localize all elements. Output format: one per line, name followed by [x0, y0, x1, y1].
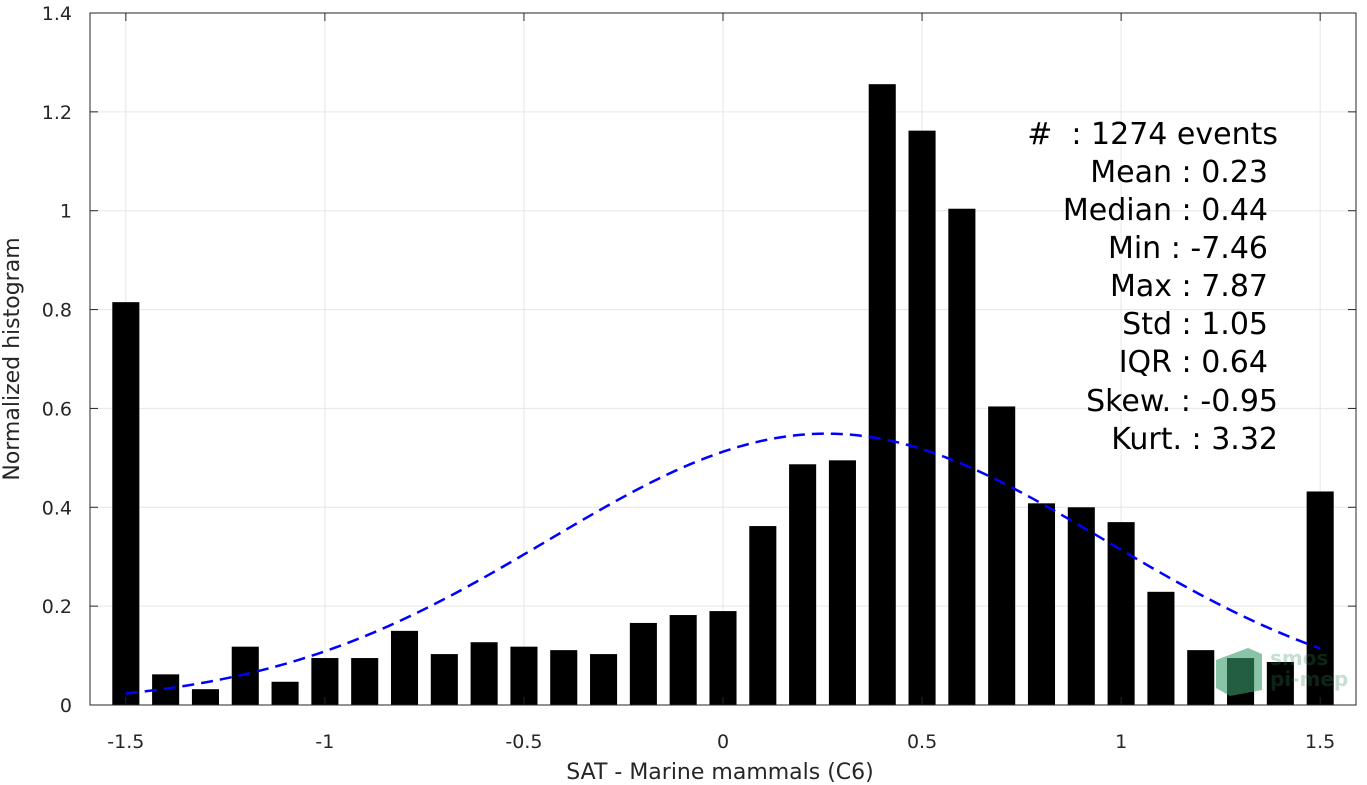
x-axis-ticks: -1.5 -1 -0.5 0 0.5 1 1.5	[107, 13, 1335, 753]
histogram-bar	[1027, 503, 1056, 705]
histogram-bar	[590, 654, 618, 705]
y-tick-label: 0.6	[42, 398, 72, 420]
stat-kurtosis: Kurt. : 3.32	[1111, 422, 1278, 457]
stat-std: Std : 1.05	[1122, 307, 1268, 342]
histogram-bar	[709, 611, 737, 705]
histogram-bar	[1266, 661, 1294, 705]
x-tick-label: -1.5	[107, 731, 144, 753]
histogram-bar	[988, 406, 1016, 705]
stat-mean: Mean : 0.23	[1090, 155, 1268, 190]
stat-iqr: IQR : 0.64	[1119, 345, 1268, 380]
x-tick-label: 0	[717, 731, 729, 753]
stat-median: Median : 0.44	[1063, 193, 1268, 228]
y-tick-label: 1	[60, 201, 72, 223]
logo-text-pimep: pi-mep	[1270, 667, 1348, 691]
y-tick-label: 0.8	[42, 300, 72, 322]
y-tick-label: 0.2	[42, 596, 72, 618]
histogram-bar	[828, 460, 856, 705]
logo-text-smos: smos	[1270, 646, 1328, 670]
histogram-bar	[271, 681, 299, 705]
histogram-bar	[629, 622, 657, 705]
histogram-bar	[908, 130, 936, 705]
y-tick-label: 1.2	[42, 102, 72, 124]
histogram-bar	[1187, 650, 1215, 705]
x-tick-label: 0.5	[907, 731, 937, 753]
histogram-bars	[112, 84, 1334, 706]
histogram-bar	[868, 84, 896, 706]
gaussian-fit-curve	[125, 432, 1321, 695]
histogram-bar	[191, 689, 219, 705]
histogram-bar	[390, 630, 419, 705]
histogram-bar	[470, 642, 498, 705]
histogram-bar	[112, 302, 140, 705]
histogram-bar	[510, 646, 538, 705]
histogram-bar	[669, 615, 697, 705]
stat-min: Min : -7.46	[1108, 231, 1268, 266]
histogram-bar	[789, 464, 817, 705]
histogram-bar	[948, 208, 976, 706]
stat-skewness: Skew. : -0.95	[1086, 384, 1278, 419]
y-axis-label: Normalized histogram	[0, 237, 25, 480]
x-tick-label: -1	[315, 731, 334, 753]
logo-cube-icon	[1216, 648, 1262, 696]
histogram-bar	[550, 650, 578, 705]
stat-max: Max : 7.87	[1110, 269, 1268, 304]
x-tick-label: 1.5	[1305, 731, 1335, 753]
y-tick-label: 0	[60, 695, 72, 717]
x-tick-label: -0.5	[505, 731, 542, 753]
histogram-bar	[1107, 522, 1135, 705]
smos-pimep-logo: smos pi-mep	[1216, 646, 1348, 696]
y-axis-ticks: 0 0.2 0.4 0.6 0.8 1 1.2 1.4	[42, 3, 1356, 717]
histogram-bar	[1306, 491, 1334, 705]
histogram-bar	[351, 658, 379, 705]
histogram-bar	[1147, 591, 1175, 705]
histogram-bar	[1067, 507, 1095, 705]
y-tick-label: 0.4	[42, 497, 72, 519]
x-axis-label: SAT - Marine mammals (C6)	[566, 760, 874, 785]
y-tick-label: 1.4	[42, 3, 72, 25]
stat-events: # : 1274 events	[1027, 117, 1278, 152]
x-tick-label: 1	[1115, 731, 1127, 753]
statistics-annotation: # : 1274 events Mean : 0.23 Median : 0.4…	[1027, 117, 1278, 457]
histogram-bar	[749, 526, 777, 705]
histogram-bar	[231, 646, 259, 705]
histogram-bar	[430, 654, 458, 705]
